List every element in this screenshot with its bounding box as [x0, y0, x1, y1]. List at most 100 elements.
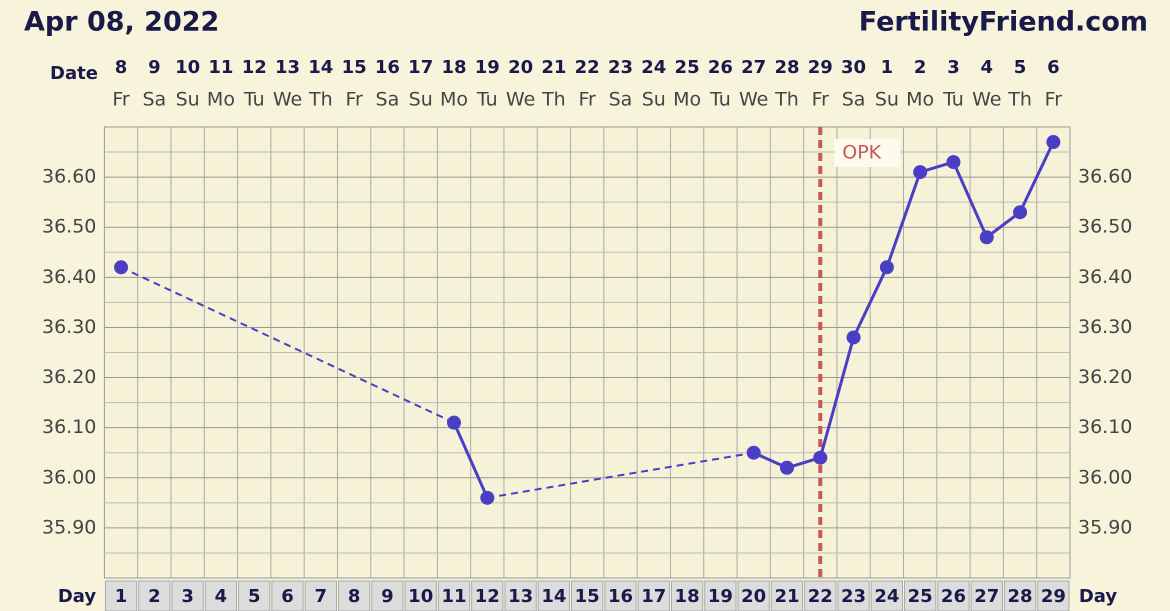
point [114, 260, 129, 275]
day-label: Day [1079, 586, 1118, 607]
day-cell [970, 580, 1003, 611]
date-label: 10 [175, 57, 200, 78]
date-label: 22 [575, 57, 600, 78]
day-number: 17 [641, 586, 666, 607]
date-label: 20 [508, 57, 533, 78]
date-label: Date [50, 63, 98, 84]
day-cell [404, 580, 437, 611]
day-number: 2 [148, 586, 161, 607]
date-label: 24 [641, 57, 666, 78]
weekday-label: Fr [112, 89, 130, 111]
y-tick-label: 36.30 [42, 316, 96, 338]
point [913, 165, 928, 180]
point [813, 450, 828, 465]
day-cell [571, 580, 604, 611]
day-number: 29 [1041, 586, 1066, 607]
point [979, 230, 994, 245]
day-cell [1037, 580, 1070, 611]
day-cell [870, 580, 904, 611]
day-number: 3 [181, 586, 194, 607]
date-label: 3 [947, 57, 960, 78]
point [480, 490, 495, 505]
weekday-label: Th [774, 89, 799, 111]
date-label: 23 [608, 57, 633, 78]
date-label: 25 [675, 57, 700, 78]
weekday-label: Sa [609, 89, 633, 111]
day-cell [637, 580, 670, 611]
date-label: 29 [808, 57, 833, 78]
weekday-label: Mo [207, 89, 235, 111]
point [879, 260, 894, 275]
date-label: 9 [148, 57, 161, 78]
date-label: 21 [541, 57, 566, 78]
date-label: 13 [275, 57, 300, 78]
point [1046, 135, 1061, 150]
day-number: 22 [808, 586, 833, 607]
weekday-label: Tu [476, 89, 498, 111]
day-label: Day [58, 586, 97, 607]
weekday-label: Su [642, 89, 666, 111]
weekday-label: Sa [376, 89, 400, 111]
chart-title: Apr 08, 2022 [24, 7, 219, 38]
weekday-label: Sa [842, 89, 866, 111]
day-cell [1003, 580, 1037, 611]
day-number: 15 [575, 586, 600, 607]
weekday-label: We [273, 89, 302, 111]
day-cell [837, 580, 870, 611]
y-tick-label: 35.90 [42, 516, 96, 538]
date-label: 18 [441, 57, 466, 78]
trend-segment [452, 422, 489, 499]
day-cell [704, 580, 737, 611]
point [846, 330, 861, 345]
date-label: 6 [1047, 57, 1060, 78]
date-label: 28 [774, 57, 799, 78]
weekday-label: Tu [942, 89, 964, 111]
day-number: 23 [841, 586, 866, 607]
day-number: 28 [1008, 586, 1033, 607]
day-number: 12 [475, 586, 500, 607]
day-number: 26 [941, 586, 966, 607]
date-label: 16 [375, 57, 400, 78]
trend-segment [852, 266, 889, 339]
date-label: 8 [115, 57, 128, 78]
day-cell [271, 580, 304, 611]
weekday-label: Tu [709, 89, 731, 111]
weekday-label: Su [875, 89, 899, 111]
day-cell [737, 580, 770, 611]
weekday-label: Tu [243, 89, 265, 111]
weekday-label: Fr [812, 89, 830, 111]
day-cell [904, 580, 937, 611]
weekday-label: Th [1007, 89, 1032, 111]
day-number: 6 [281, 586, 294, 607]
weekday-label: Sa [142, 89, 166, 111]
trend-segment [1018, 141, 1055, 213]
y-tick-label-right: 36.60 [1078, 166, 1132, 188]
day-number: 24 [874, 586, 899, 607]
day-cell [337, 580, 371, 611]
point [746, 445, 761, 460]
date-label: 30 [841, 57, 866, 78]
opk-label-bg [834, 139, 901, 167]
trend-segment [120, 266, 455, 424]
day-cell [504, 580, 537, 611]
day-number: 1 [115, 586, 128, 607]
day-number: 19 [708, 586, 733, 607]
trend-segment [818, 337, 856, 459]
y-tick-label-right: 36.40 [1078, 266, 1132, 288]
weekday-label: Su [176, 89, 200, 111]
weekday-label: Mo [673, 89, 701, 111]
date-label: 26 [708, 57, 733, 78]
day-cell [770, 580, 804, 611]
date-label: 2 [914, 57, 927, 78]
date-label: 12 [242, 57, 267, 78]
y-tick-label-right: 35.90 [1078, 516, 1132, 538]
day-cell [104, 580, 138, 611]
site-name: FertilityFriend.com [859, 7, 1148, 38]
weekday-label: We [739, 89, 768, 111]
day-cell [238, 580, 271, 611]
day-cell [204, 580, 238, 611]
trend-segment [487, 451, 754, 499]
weekday-label: Th [541, 89, 566, 111]
point [946, 155, 961, 170]
opk-label: OPK [842, 142, 881, 164]
